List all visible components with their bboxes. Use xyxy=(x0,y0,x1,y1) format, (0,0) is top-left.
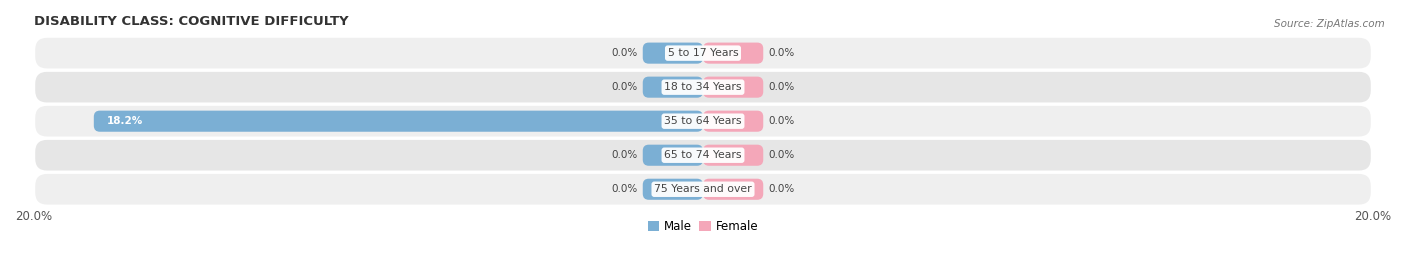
FancyBboxPatch shape xyxy=(643,43,703,64)
Text: 0.0%: 0.0% xyxy=(612,150,638,160)
Text: 35 to 64 Years: 35 to 64 Years xyxy=(664,116,742,126)
FancyBboxPatch shape xyxy=(35,106,1371,136)
Text: 18 to 34 Years: 18 to 34 Years xyxy=(664,82,742,92)
Text: 0.0%: 0.0% xyxy=(612,184,638,194)
FancyBboxPatch shape xyxy=(35,174,1371,204)
Legend: Male, Female: Male, Female xyxy=(643,215,763,238)
Text: 5 to 17 Years: 5 to 17 Years xyxy=(668,48,738,58)
FancyBboxPatch shape xyxy=(703,145,763,166)
Text: 65 to 74 Years: 65 to 74 Years xyxy=(664,150,742,160)
Text: 0.0%: 0.0% xyxy=(768,82,794,92)
Text: DISABILITY CLASS: COGNITIVE DIFFICULTY: DISABILITY CLASS: COGNITIVE DIFFICULTY xyxy=(34,15,349,28)
Text: 0.0%: 0.0% xyxy=(768,150,794,160)
FancyBboxPatch shape xyxy=(703,111,763,132)
FancyBboxPatch shape xyxy=(703,77,763,98)
Text: 0.0%: 0.0% xyxy=(768,184,794,194)
FancyBboxPatch shape xyxy=(94,111,703,132)
FancyBboxPatch shape xyxy=(643,179,703,200)
FancyBboxPatch shape xyxy=(35,72,1371,102)
FancyBboxPatch shape xyxy=(643,77,703,98)
FancyBboxPatch shape xyxy=(643,145,703,166)
FancyBboxPatch shape xyxy=(703,43,763,64)
FancyBboxPatch shape xyxy=(35,38,1371,68)
Text: 0.0%: 0.0% xyxy=(768,48,794,58)
Text: 0.0%: 0.0% xyxy=(612,82,638,92)
Text: 0.0%: 0.0% xyxy=(768,116,794,126)
FancyBboxPatch shape xyxy=(703,179,763,200)
FancyBboxPatch shape xyxy=(35,140,1371,171)
Text: 75 Years and over: 75 Years and over xyxy=(654,184,752,194)
Text: Source: ZipAtlas.com: Source: ZipAtlas.com xyxy=(1274,19,1385,29)
Text: 0.0%: 0.0% xyxy=(612,48,638,58)
Text: 18.2%: 18.2% xyxy=(107,116,143,126)
